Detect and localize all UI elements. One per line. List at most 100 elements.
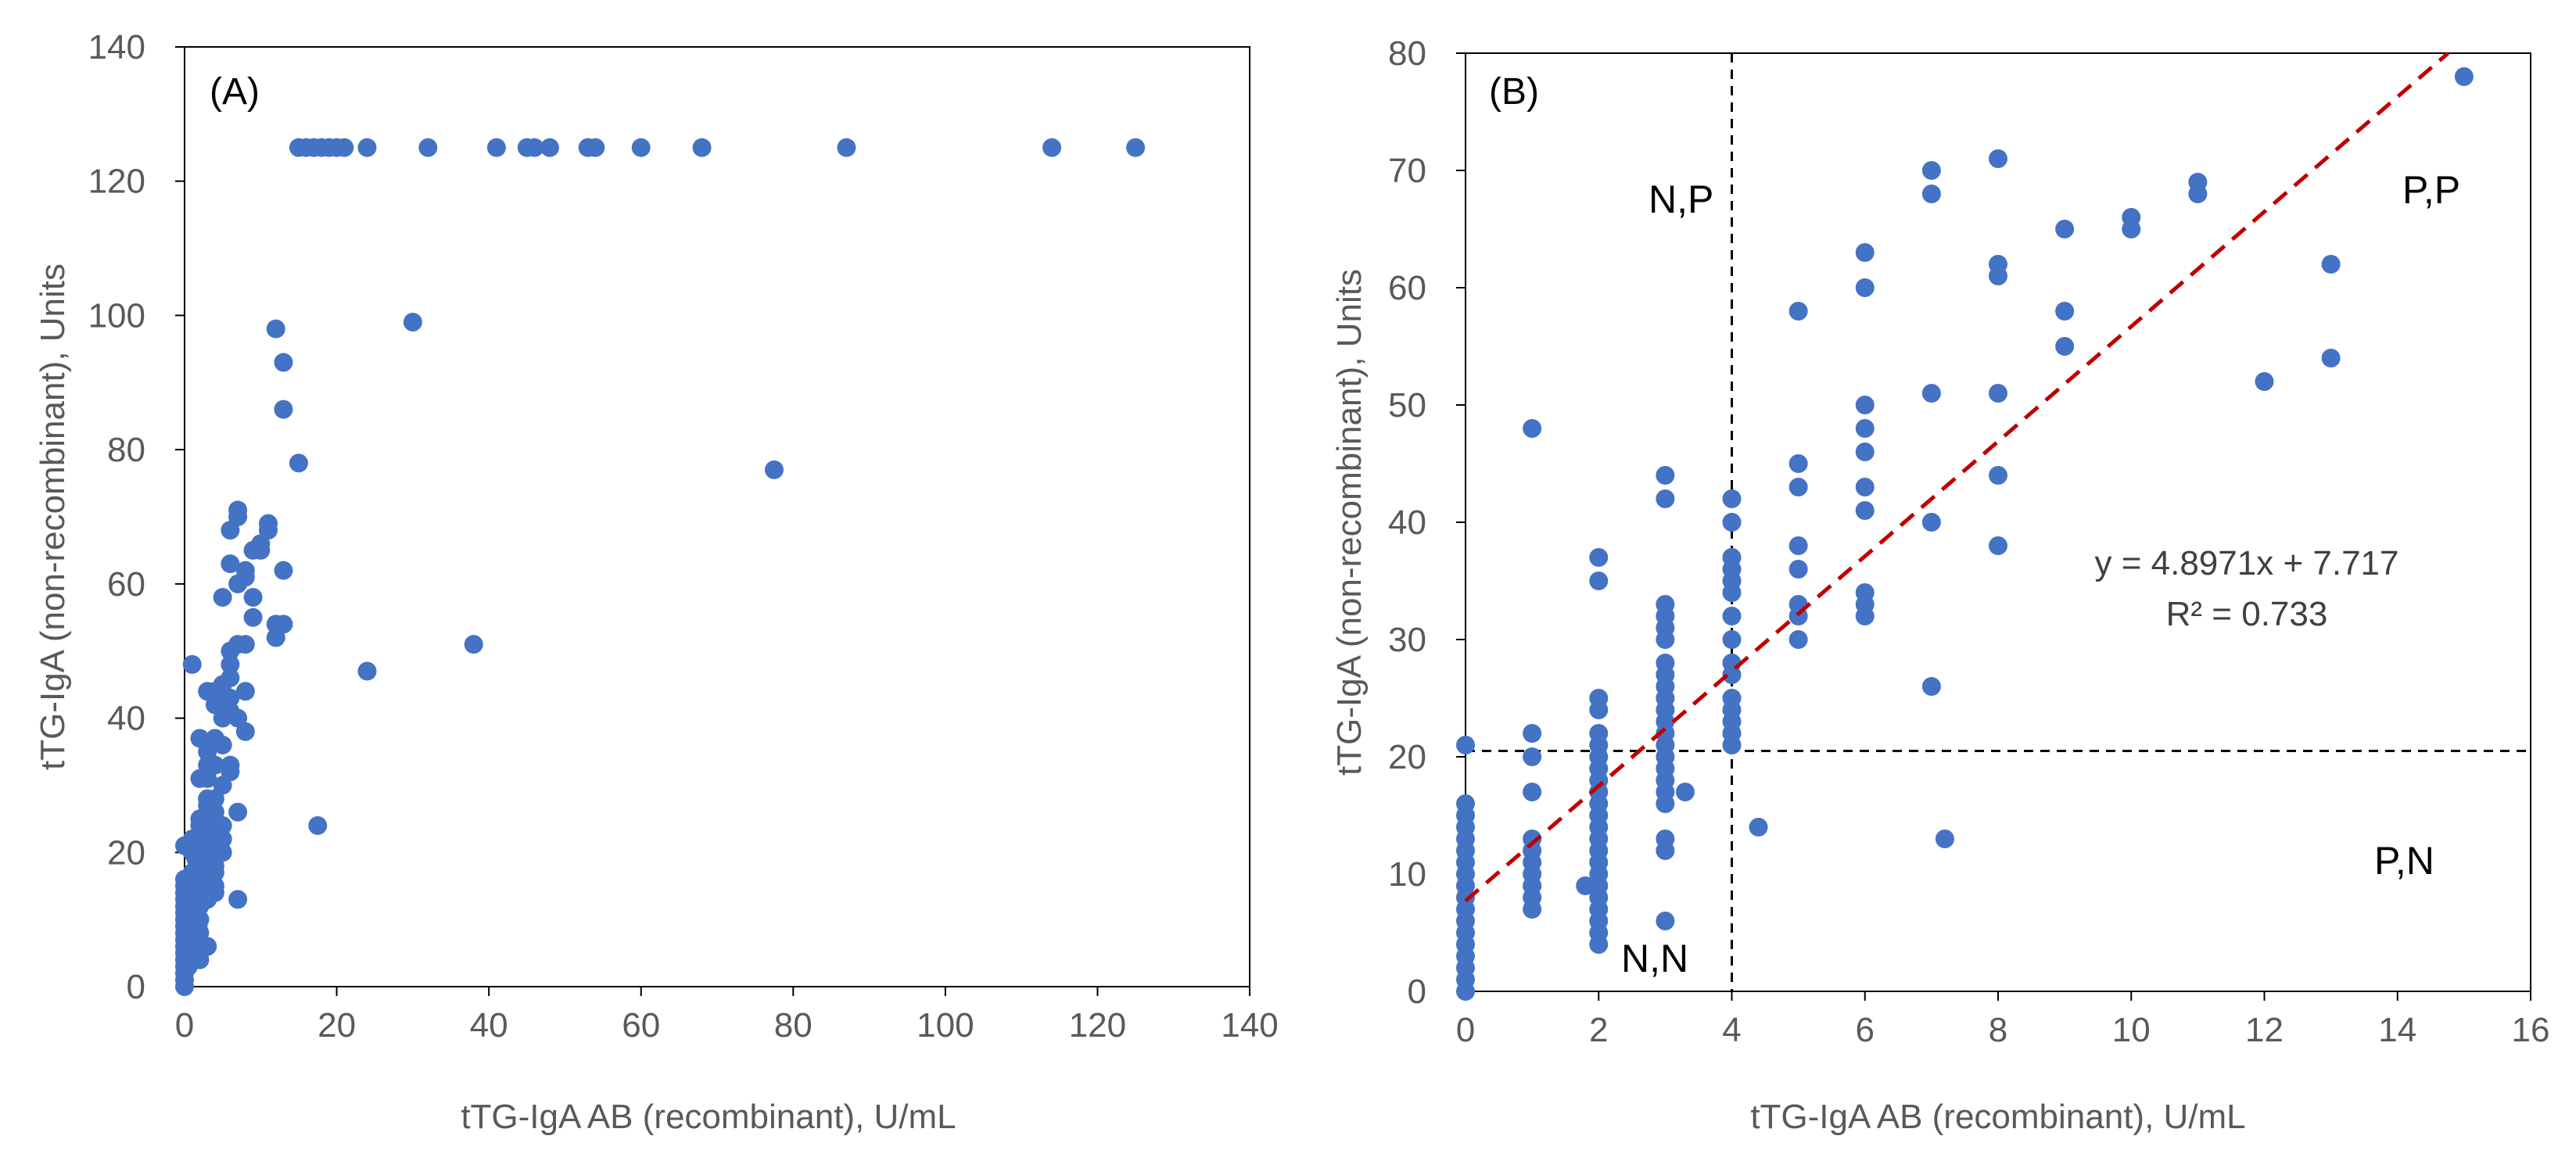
- data-point: [357, 661, 377, 681]
- data-point: [2188, 185, 2208, 203]
- data-point: [213, 588, 232, 607]
- data-point: [1589, 935, 1609, 954]
- panel-b-ytick-label: 30: [1388, 621, 1426, 659]
- data-point: [1935, 830, 1954, 848]
- panel-a-xlabel: tTG-IgA AB (recombinant), U/mL: [461, 1098, 956, 1136]
- data-point: [1656, 489, 1675, 508]
- data-point: [1921, 513, 1941, 532]
- data-point: [1656, 841, 1675, 860]
- panel-b-label: (B): [1489, 71, 1539, 113]
- data-point: [251, 540, 271, 560]
- data-point: [198, 937, 217, 956]
- data-point: [1921, 384, 1941, 403]
- data-point: [486, 138, 506, 157]
- quadrant-label-nn: N,N: [1621, 937, 1688, 980]
- data-point: [1722, 630, 1742, 649]
- data-point: [1589, 572, 1609, 590]
- data-point: [1989, 149, 2007, 168]
- panel-b-ytick-label: 60: [1388, 269, 1426, 307]
- data-point: [308, 815, 328, 835]
- data-point: [837, 138, 856, 157]
- data-point: [357, 138, 377, 157]
- data-point: [2255, 372, 2274, 391]
- data-point: [335, 138, 354, 157]
- panel-b-xtick-label: 16: [2512, 1011, 2550, 1049]
- data-point: [1656, 466, 1675, 485]
- panel-a-xtick-label: 120: [1069, 1006, 1126, 1045]
- data-point: [274, 400, 293, 419]
- panel-a-ytick-label: 40: [107, 700, 145, 738]
- panel-b-xtick-label: 0: [1456, 1011, 1475, 1049]
- data-point: [266, 628, 285, 647]
- data-point: [1855, 478, 1875, 496]
- panel-b-ylabel: tTG-IgA (non-recombinant), Units: [1330, 269, 1369, 776]
- panel-a-ytick-label: 80: [107, 431, 145, 469]
- data-point: [1921, 185, 1941, 203]
- panel-a-label: (A): [210, 71, 260, 113]
- data-point: [1855, 501, 1875, 520]
- panel-b-xtick-label: 14: [2378, 1011, 2416, 1049]
- data-point: [1722, 736, 1742, 754]
- data-point: [2321, 349, 2341, 367]
- panel-a-ticks: 0 20 40 60 80 100 120 140 0 20 40 60 80 100 120 140: [88, 28, 1279, 1045]
- data-point: [235, 722, 255, 741]
- data-point: [1042, 138, 1062, 157]
- panel-b-plot-area: [1465, 52, 2531, 992]
- data-point: [2321, 255, 2341, 274]
- data-point: [182, 654, 202, 674]
- data-point: [692, 138, 712, 157]
- data-point: [274, 353, 293, 372]
- data-point: [1523, 900, 1542, 919]
- panel-a-xtick-label: 60: [622, 1006, 660, 1045]
- data-point: [464, 635, 483, 654]
- panel-a-xtick-label: 140: [1221, 1006, 1278, 1045]
- panel-b-xtick-label: 8: [1989, 1011, 2007, 1049]
- data-point: [243, 607, 263, 627]
- panel-b-chart: 0 2 4 6 8 10 12 14 16 0 10 20 30 40 50 60 70 80 (B) N,P P…: [1330, 34, 2549, 1136]
- data-point: [200, 863, 220, 883]
- data-point: [1576, 876, 1595, 895]
- data-point: [205, 883, 224, 902]
- panel-a-ytick-label: 140: [88, 28, 145, 66]
- panel-b-xtick-label: 12: [2245, 1011, 2284, 1049]
- data-point: [1855, 396, 1875, 414]
- data-point: [764, 460, 784, 479]
- data-point: [274, 561, 293, 580]
- panel-a-plot-area: [184, 46, 1250, 987]
- data-point: [2055, 302, 2075, 321]
- data-point: [186, 849, 206, 869]
- panel-a-xtick-label: 100: [917, 1006, 974, 1045]
- data-point: [1656, 630, 1675, 649]
- panel-b-cutoff-lines: [1466, 53, 2531, 991]
- panel-a-ytick-label: 60: [107, 565, 145, 604]
- data-point: [586, 138, 605, 157]
- data-point: [1921, 161, 1941, 180]
- data-point: [1788, 630, 1808, 649]
- panel-a-ytick-label: 100: [88, 296, 145, 335]
- panel-b-ytick-label: 10: [1388, 855, 1426, 894]
- quadrant-label-np: N,P: [1649, 177, 1713, 221]
- data-point: [1722, 583, 1742, 602]
- data-point: [221, 654, 240, 674]
- data-point: [1126, 138, 1146, 157]
- data-point: [2055, 220, 2075, 238]
- data-point: [1656, 912, 1675, 930]
- data-point: [1675, 783, 1695, 801]
- data-point: [631, 138, 651, 157]
- data-point: [178, 937, 198, 956]
- data-point: [1722, 665, 1742, 684]
- data-point: [266, 319, 285, 339]
- data-point: [1855, 278, 1875, 297]
- panel-a-xtick-label: 0: [175, 1006, 194, 1045]
- data-point: [1788, 454, 1808, 473]
- data-point: [1749, 818, 1768, 837]
- data-point: [1523, 724, 1542, 743]
- data-point: [2454, 67, 2474, 86]
- data-point: [1788, 536, 1808, 555]
- panel-b-ytick-label: 50: [1388, 386, 1426, 425]
- data-point: [235, 635, 255, 654]
- data-point: [1788, 560, 1808, 579]
- data-point: [186, 876, 206, 896]
- data-point: [228, 574, 248, 593]
